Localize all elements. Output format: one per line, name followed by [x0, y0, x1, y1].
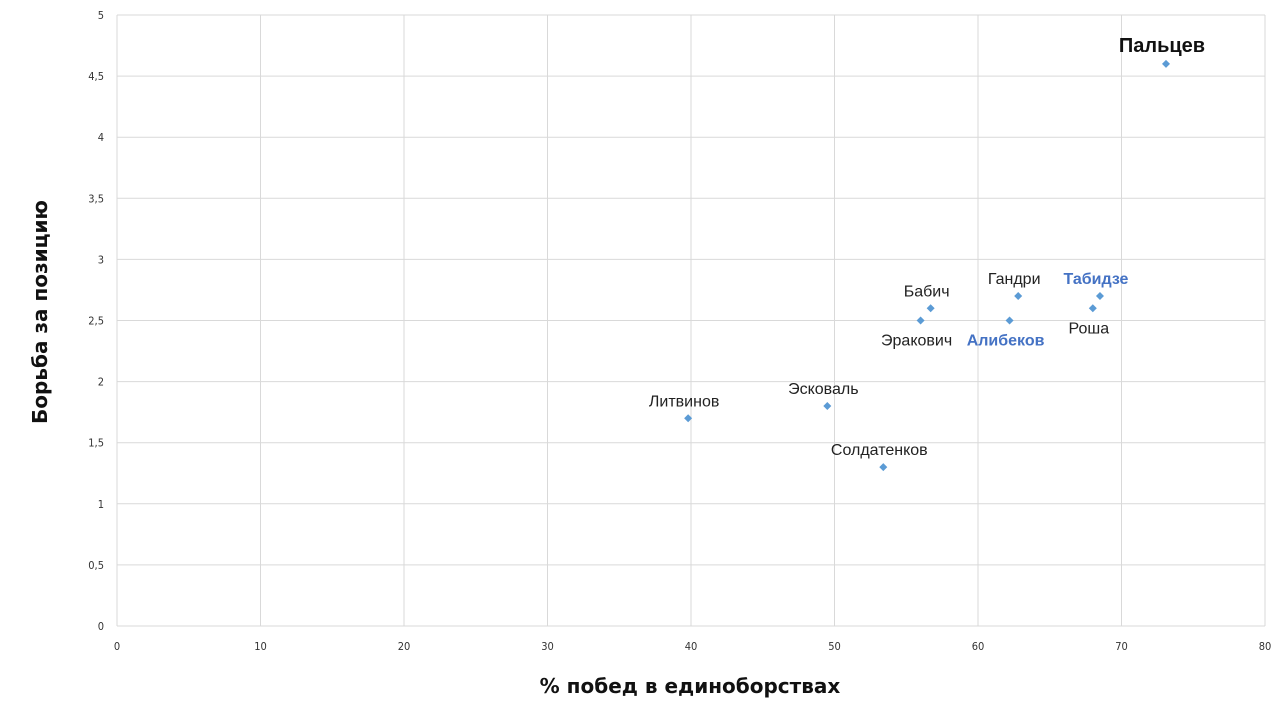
point-label: Роша — [1068, 320, 1109, 337]
x-tick-label: 10 — [254, 640, 267, 653]
point-label: Бабич — [904, 283, 950, 300]
point-label: Табидзе — [1063, 271, 1128, 288]
scatter-point — [1005, 316, 1014, 325]
scatter-point — [1161, 59, 1170, 68]
y-tick-label: 2 — [98, 376, 104, 389]
point-label: Эсковаль — [788, 381, 858, 398]
x-tick-label: 70 — [1115, 640, 1128, 653]
point-label: Солдатенков — [831, 442, 928, 459]
axis-ticks: 0 10 20 30 40 50 60 70 80 0 0,5 1 1,5 2 2,5 3 3,5 4 4,5 5 — [88, 9, 1271, 653]
x-tick-label: 40 — [685, 640, 698, 653]
point-label: Гандри — [988, 271, 1041, 288]
scatter-point — [1095, 292, 1104, 301]
point-label: Алибеков — [967, 333, 1045, 350]
y-tick-label: 5 — [98, 9, 104, 22]
data-labels: Пальцев Табидзе Роша Гандри Алибеков Бабич Эра… — [649, 35, 1205, 459]
point-label: Пальцев — [1119, 35, 1205, 57]
y-tick-label: 3,5 — [88, 192, 104, 205]
x-tick-label: 60 — [972, 640, 985, 653]
x-tick-label: 0 — [114, 640, 120, 653]
y-tick-label: 3 — [98, 253, 104, 266]
scatter-point — [1088, 304, 1097, 313]
data-points — [684, 59, 1170, 472]
x-tick-label: 30 — [541, 640, 554, 653]
y-tick-label: 2,5 — [88, 315, 104, 328]
scatter-point — [823, 402, 832, 411]
point-label: Эракович — [881, 333, 952, 350]
x-tick-label: 20 — [398, 640, 411, 653]
y-tick-label: 4,5 — [88, 70, 104, 83]
y-tick-label: 0 — [98, 620, 104, 633]
x-tick-label: 80 — [1259, 640, 1272, 653]
x-axis-title: % побед в единоборствах — [540, 674, 841, 698]
scatter-point — [1014, 292, 1023, 301]
y-tick-label: 1 — [98, 498, 104, 511]
y-tick-label: 1,5 — [88, 437, 104, 450]
y-tick-label: 4 — [98, 131, 104, 144]
scatter-point — [926, 304, 935, 313]
y-axis-title: Борьба за позицию — [28, 200, 52, 424]
scatter-point — [684, 414, 693, 423]
x-tick-label: 50 — [828, 640, 841, 653]
y-tick-label: 0,5 — [88, 559, 104, 572]
point-label: Литвинов — [649, 393, 719, 410]
scatter-point — [916, 316, 925, 325]
grid — [116, 14, 1266, 627]
scatter-point — [879, 463, 888, 472]
